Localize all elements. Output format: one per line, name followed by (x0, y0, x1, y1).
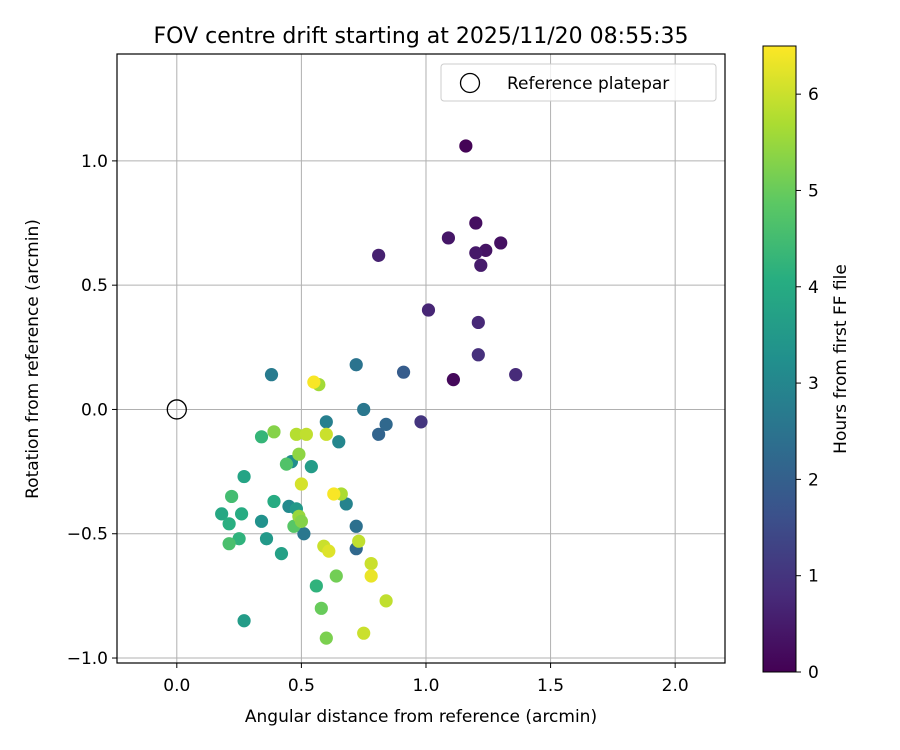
data-point (254, 514, 269, 528)
data-point (396, 365, 411, 379)
data-point (349, 519, 363, 533)
data-point (299, 427, 313, 441)
data-point (222, 537, 236, 551)
data-point (215, 507, 229, 521)
grid (117, 54, 725, 663)
data-point (421, 303, 436, 317)
data-points (215, 139, 523, 645)
data-point (254, 430, 269, 444)
y-tick-label: 0.5 (81, 276, 108, 296)
data-point (309, 579, 323, 593)
legend-box (440, 63, 717, 102)
data-point (294, 477, 308, 491)
data-point (469, 246, 483, 260)
x-axis-ticks: 0.0 0.5 1.0 1.5 2.0 (163, 663, 689, 696)
data-point (225, 489, 239, 504)
legend: Reference platepar (440, 63, 717, 102)
reference-marker-group (166, 399, 187, 420)
data-point (237, 469, 251, 484)
data-point (289, 427, 304, 441)
x-tick-label: 0.5 (288, 676, 315, 696)
data-point (494, 236, 508, 250)
colorbar-tick-label: 5 (808, 181, 819, 201)
data-point (259, 532, 274, 546)
data-point (332, 435, 346, 449)
data-point (379, 417, 393, 431)
colorbar-tick-label: 2 (808, 470, 819, 490)
colorbar-ticks: 0 1 2 3 4 5 6 (796, 85, 819, 683)
data-point (319, 631, 333, 645)
legend-entry-reference: Reference platepar (507, 74, 669, 94)
x-tick-label: 1.5 (537, 676, 564, 696)
y-axis-ticks: −1.0 −0.5 0.0 0.5 1.0 (67, 152, 117, 669)
colorbar-tick-label: 6 (808, 85, 819, 105)
data-point (327, 487, 341, 501)
data-point (509, 368, 523, 382)
data-point (357, 626, 371, 640)
data-point (349, 358, 363, 372)
data-point (319, 415, 333, 429)
data-point (232, 532, 246, 546)
data-point (379, 594, 393, 608)
x-axis-label: Angular distance from reference (arcmin) (245, 707, 597, 727)
data-point (294, 514, 308, 528)
data-point (314, 601, 328, 615)
data-point (474, 258, 488, 272)
chart-title: FOV centre drift starting at 2025/11/20 … (154, 24, 689, 49)
colorbar-tick-label: 1 (808, 567, 819, 587)
data-point (267, 494, 281, 509)
data-point (441, 231, 456, 245)
plot-area (117, 54, 725, 663)
data-point (414, 415, 428, 429)
data-point (459, 139, 473, 153)
x-tick-label: 1.0 (412, 676, 439, 696)
data-point (372, 427, 386, 441)
data-point (364, 556, 378, 571)
data-point (352, 534, 366, 548)
data-point (479, 243, 493, 257)
data-point (264, 368, 279, 382)
colorbar-tick-label: 4 (808, 278, 819, 298)
data-point (307, 375, 321, 389)
x-tick-label: 2.0 (662, 676, 689, 696)
data-point (319, 427, 333, 441)
y-tick-label: 0.0 (81, 400, 108, 420)
data-point (471, 348, 485, 362)
data-point (364, 569, 378, 583)
data-point (237, 614, 251, 628)
data-point (222, 517, 236, 531)
data-point (234, 507, 249, 521)
data-point (469, 216, 483, 230)
data-point (471, 315, 485, 330)
data-point (267, 425, 281, 439)
x-tick-label: 0.0 (163, 676, 190, 696)
legend-reference-marker-icon (459, 72, 481, 94)
colorbar: 0 1 2 3 4 5 6 Hours from first FF file (762, 45, 851, 683)
y-tick-label: 1.0 (81, 152, 108, 172)
data-point (304, 460, 318, 474)
data-point (372, 248, 386, 262)
y-tick-label: −0.5 (67, 525, 108, 545)
y-tick-label: −1.0 (67, 649, 108, 669)
data-point (357, 402, 371, 417)
y-axis-label: Rotation from reference (arcmin) (23, 219, 43, 499)
colorbar-label: Hours from first FF file (831, 264, 851, 454)
data-point (322, 544, 336, 558)
reference-platepar-marker (166, 399, 187, 420)
data-point (297, 527, 311, 541)
data-point (446, 373, 460, 387)
colorbar-gradient (762, 45, 797, 673)
data-point (339, 497, 353, 511)
data-point (329, 569, 343, 583)
plot-frame (116, 53, 726, 664)
colorbar-tick-label: 0 (808, 663, 819, 683)
data-point (274, 547, 289, 561)
colorbar-tick-label: 3 (808, 374, 819, 394)
data-point (279, 457, 294, 471)
data-point (292, 447, 306, 461)
